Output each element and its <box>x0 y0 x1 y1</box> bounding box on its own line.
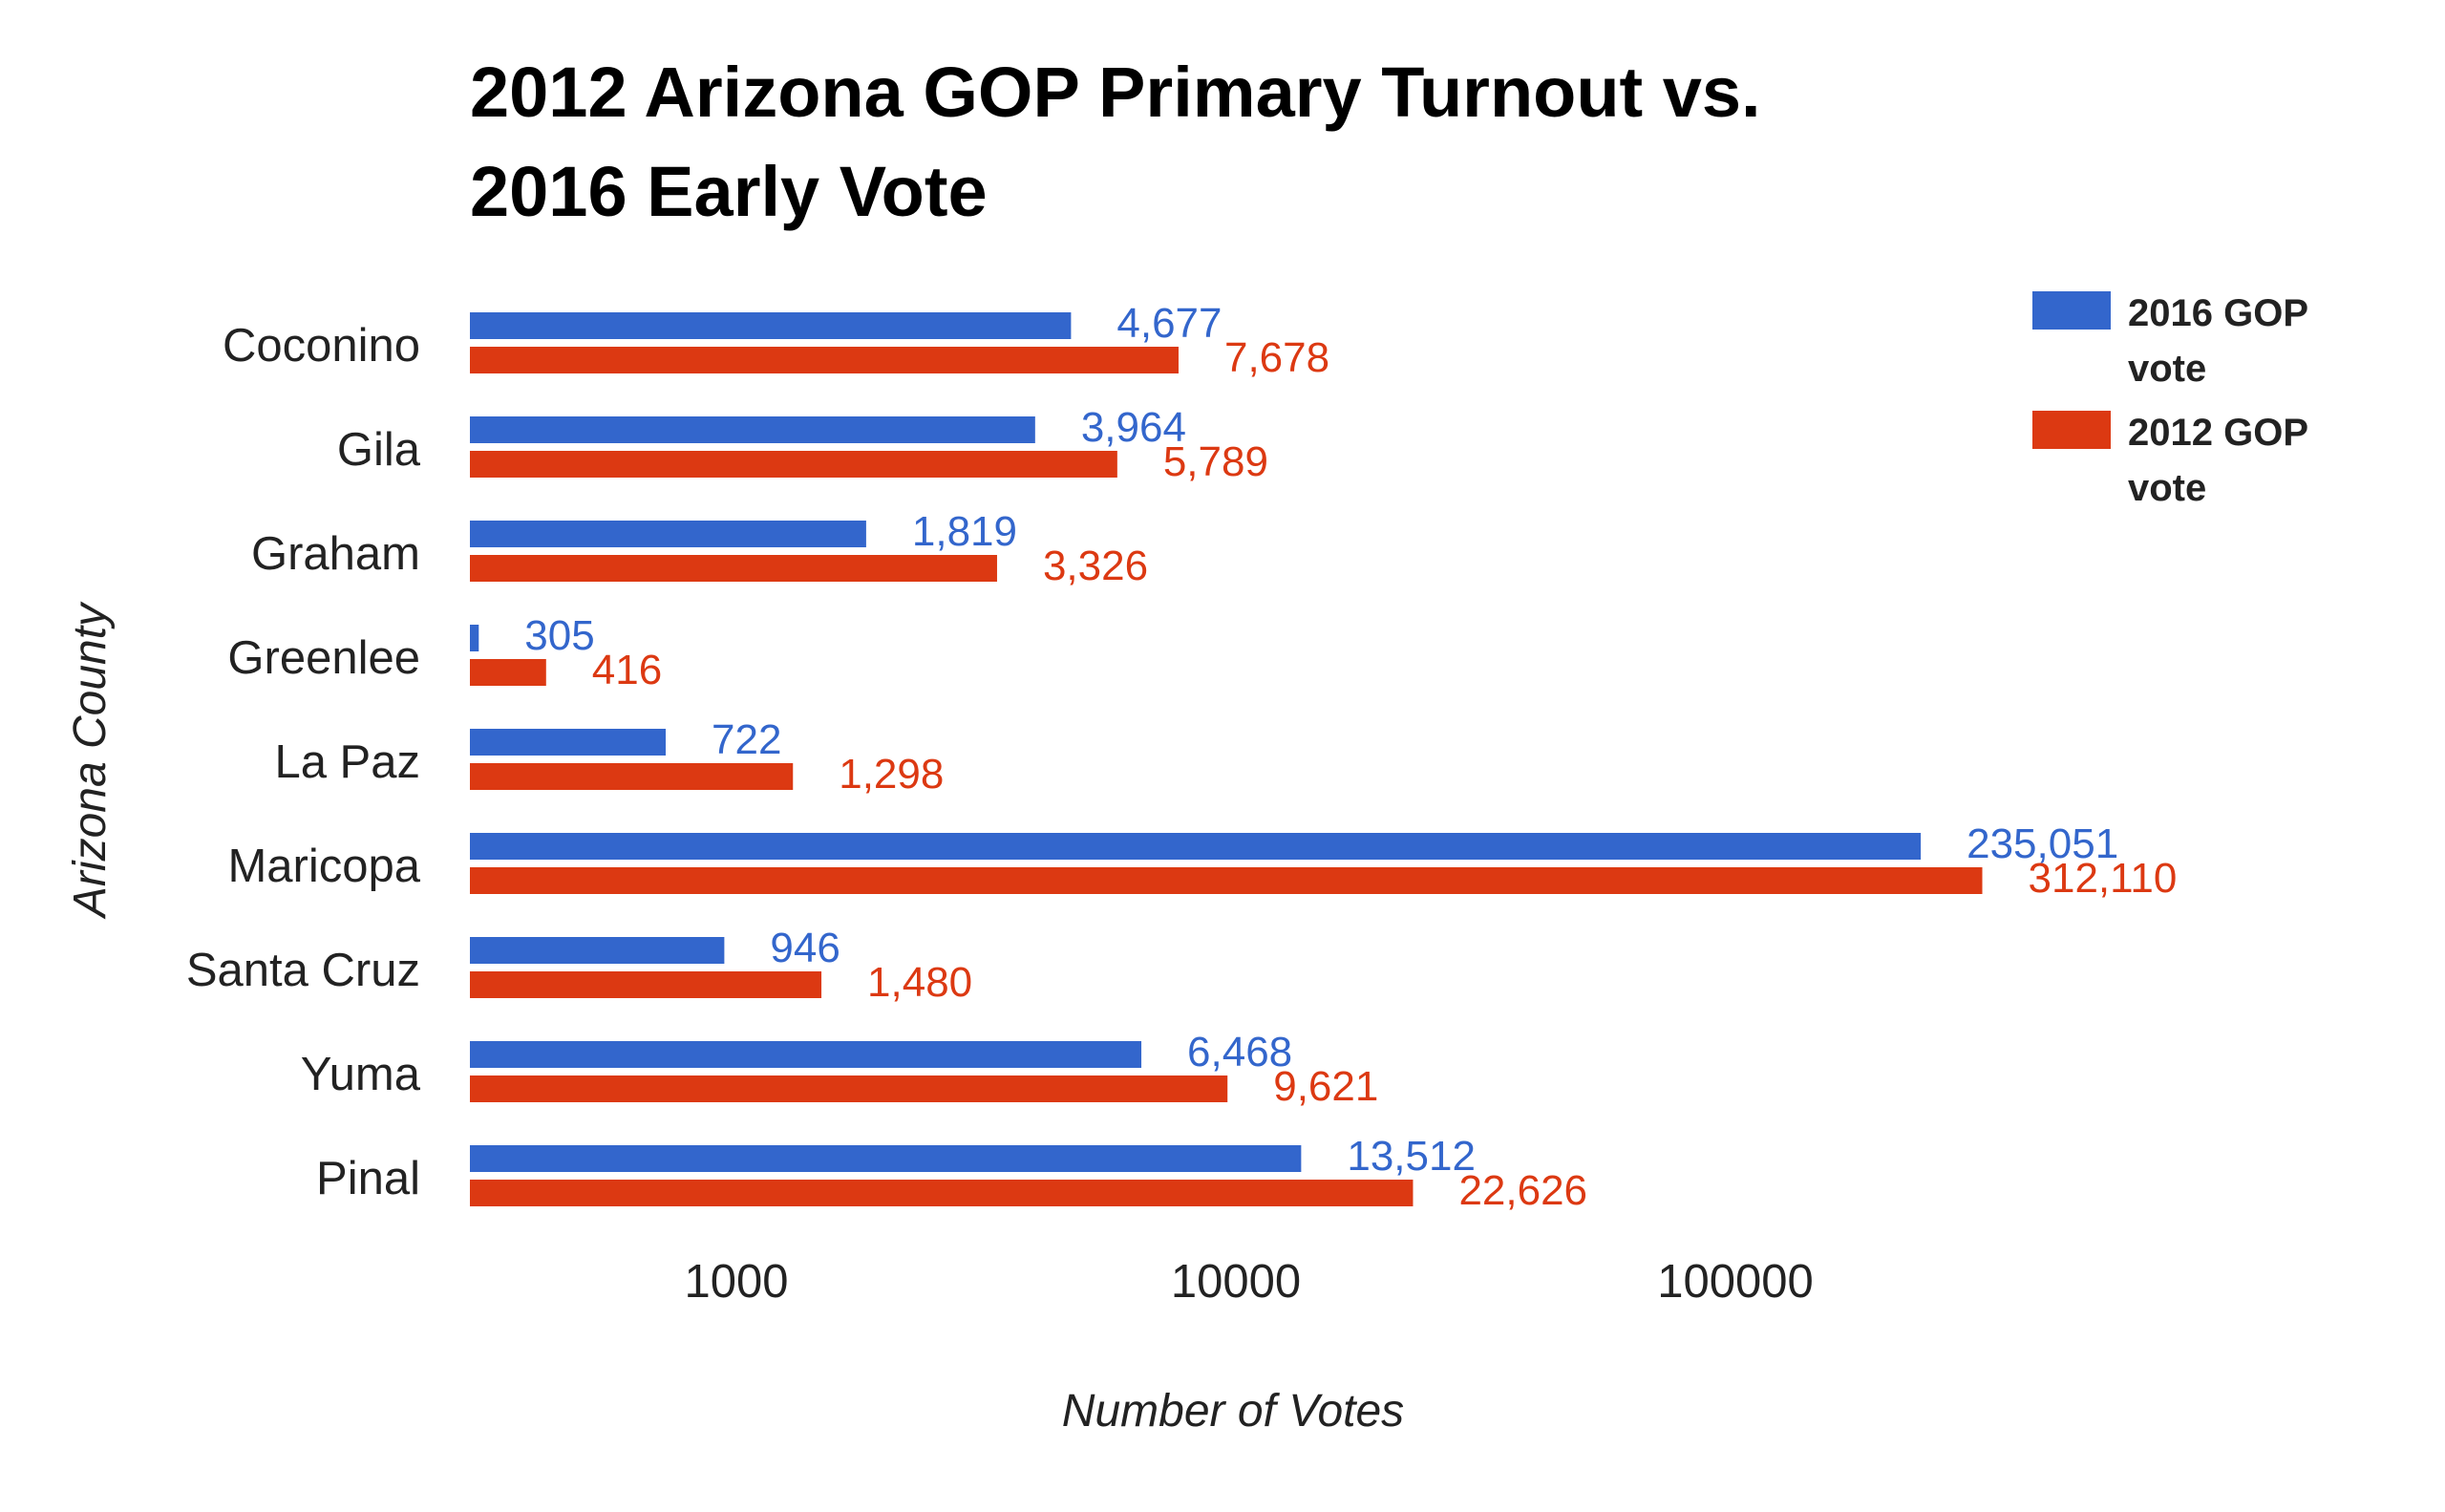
bar <box>470 347 1179 373</box>
bar <box>470 971 822 998</box>
bar <box>470 937 725 964</box>
bar <box>470 1041 1142 1068</box>
category-label: Pinal <box>316 1153 420 1204</box>
category-label: Graham <box>251 528 420 580</box>
bar <box>470 867 1983 894</box>
data-label: 1,480 <box>867 959 972 1006</box>
data-label: 722 <box>712 716 781 763</box>
data-label: 416 <box>592 647 662 693</box>
legend-swatch <box>2032 411 2111 449</box>
data-label: 9,621 <box>1273 1063 1378 1110</box>
legend: 2016 GOP vote 2012 GOP vote <box>2032 291 2308 509</box>
data-label: 305 <box>524 612 594 659</box>
bar <box>470 763 794 790</box>
bar <box>470 833 1922 860</box>
category-label: Greenlee <box>227 632 420 684</box>
data-label: 22,626 <box>1458 1167 1587 1214</box>
category-label: Gila <box>337 424 421 476</box>
legend-label: vote <box>2128 467 2206 509</box>
legend-label: vote <box>2128 348 2206 390</box>
bar <box>470 451 1117 478</box>
category-label: Yuma <box>301 1049 421 1100</box>
category-label: La Paz <box>274 736 420 788</box>
data-label: 235,051 <box>1967 820 2118 867</box>
bar <box>470 555 997 582</box>
bar <box>470 1180 1414 1206</box>
chart-title-line-1: 2012 Arizona GOP Primary Turnout vs. <box>470 53 1761 132</box>
x-axis-title: Number of Votes <box>1062 1386 1404 1437</box>
data-label: 13,512 <box>1347 1133 1476 1180</box>
bar <box>470 416 1035 443</box>
data-label: 3,326 <box>1043 543 1148 589</box>
category-label: Santa Cruz <box>186 945 420 996</box>
data-label: 1,819 <box>912 508 1017 555</box>
bar <box>470 659 546 686</box>
x-tick-label: 100000 <box>1657 1256 1814 1308</box>
data-label: 4,677 <box>1116 300 1222 347</box>
category-label: Maricopa <box>227 841 420 892</box>
x-tick-label: 10000 <box>1171 1256 1301 1308</box>
bar <box>470 312 1072 339</box>
legend-label: 2012 GOP <box>2128 412 2308 454</box>
x-tick-label: 1000 <box>684 1256 788 1308</box>
data-label: 6,468 <box>1187 1029 1292 1075</box>
legend-swatch <box>2032 291 2111 330</box>
bar <box>470 625 479 651</box>
bar <box>470 1075 1228 1102</box>
data-label: 5,789 <box>1163 438 1268 485</box>
y-axis-title: Arizona County <box>65 601 116 920</box>
bar <box>470 521 866 547</box>
chart-title-line-2: 2016 Early Vote <box>470 152 988 231</box>
legend-label: 2016 GOP <box>2128 292 2308 334</box>
data-label: 1,298 <box>839 751 944 798</box>
data-label: 3,964 <box>1081 404 1186 451</box>
bar <box>470 729 667 756</box>
data-label: 946 <box>770 925 840 971</box>
data-label: 312,110 <box>2029 855 2178 902</box>
category-label: Coconino <box>223 320 420 372</box>
data-label: 7,678 <box>1224 334 1329 381</box>
bar <box>470 1145 1302 1172</box>
